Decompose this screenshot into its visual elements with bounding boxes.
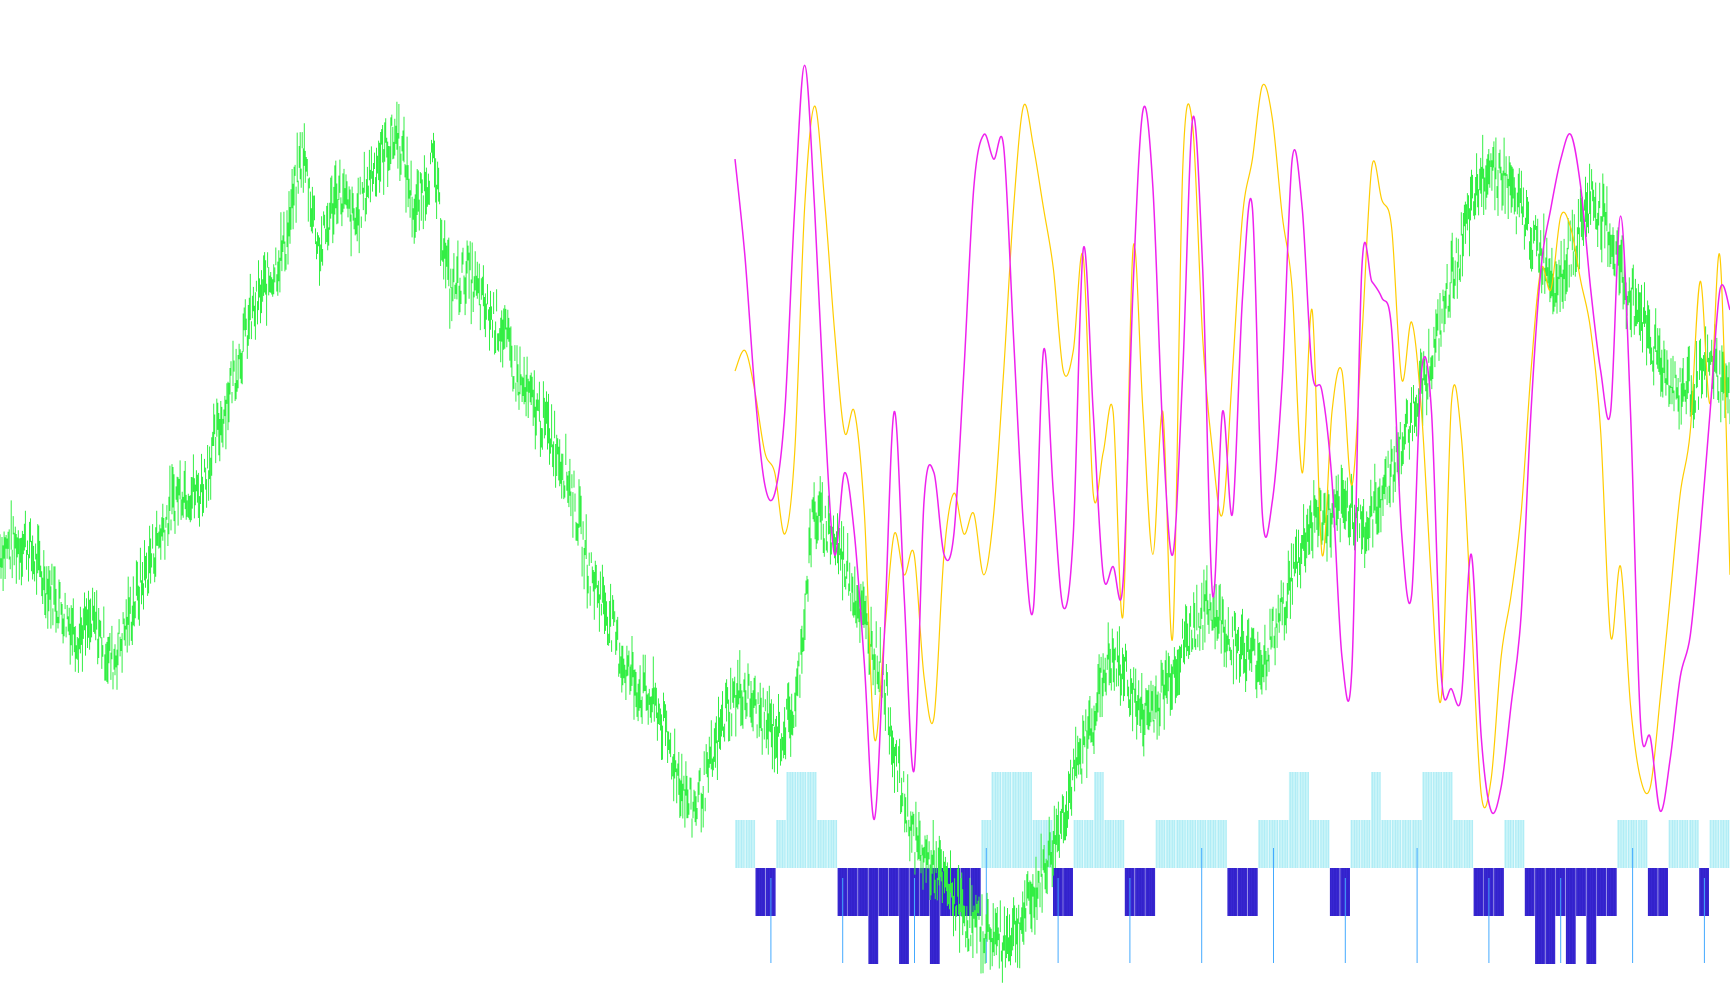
histogram-bar [1627,820,1638,868]
histogram-bar [1719,820,1730,868]
histogram-bar [1094,772,1104,868]
histogram-bar [950,868,961,916]
histogram-bar [1114,820,1125,868]
histogram-bar [1647,868,1658,916]
fast-oscillator-line [734,83,1730,809]
histogram-bar [755,868,766,916]
histogram-bar [960,868,971,916]
histogram-bar [1042,820,1053,868]
histogram-bar [1617,820,1627,868]
histogram-bar [1586,868,1597,964]
histogram-bar [786,772,797,868]
histogram-bar [1012,772,1022,868]
histogram-bar [827,820,838,868]
histogram-bar [1135,868,1145,916]
histogram-bar [1237,868,1248,916]
price-series-line [0,101,1730,983]
histogram-bar [1165,820,1176,868]
histogram-bar [1658,868,1668,916]
histogram-bar [735,820,745,868]
histogram-bar [888,868,899,916]
histogram-bar [1678,820,1689,868]
histogram-bar [1227,868,1238,916]
histogram-bar [1401,820,1412,868]
histogram-bar [1668,820,1679,868]
histogram-bar [1360,820,1371,868]
histogram-bar [1576,868,1586,916]
histogram-bar [806,772,817,868]
histogram-bar [1278,820,1289,868]
histogram-bar [1299,772,1309,868]
histogram-bar [1709,820,1720,868]
histogram-bar [1381,820,1391,868]
histogram-bar [1309,820,1320,868]
histogram-bar [1217,820,1227,868]
histogram-bar [1442,772,1453,868]
histogram-bar [1186,820,1197,868]
histogram-bar [1001,772,1012,868]
histogram-bar [899,868,909,964]
histogram-bar [1022,772,1032,868]
histogram-bar [1073,820,1084,868]
histogram-bar [847,868,858,916]
histogram-bar [1596,868,1607,916]
histogram-bar [1268,820,1279,868]
histogram-bar [1176,820,1186,868]
histogram-layer [735,772,1730,964]
histogram-bar [868,868,879,964]
histogram-bar [1689,820,1699,868]
histogram-bar [817,820,827,868]
histogram-bar [1288,772,1299,868]
histogram-bar [878,868,889,916]
histogram-bar [1637,820,1648,868]
histogram-bar [1432,772,1443,868]
histogram-bar [1412,820,1422,868]
histogram-bar [1565,868,1576,964]
histogram-bar [1350,820,1361,868]
histogram-bar [1155,820,1166,868]
histogram-bar [1494,868,1504,916]
histogram-bar [1371,772,1381,868]
histogram-bar [776,820,786,868]
histogram-bar [1514,820,1525,868]
histogram-bar [1329,868,1340,916]
histogram-bar [1104,820,1115,868]
histogram-bar [981,820,991,868]
histogram-bar [991,772,1002,868]
histogram-bar [1083,820,1094,868]
histogram-bar [1524,868,1535,916]
histogram-bar [970,868,981,916]
histogram-bar [858,868,868,916]
histogram-bar [1606,868,1617,916]
histogram-bar [1145,868,1156,916]
histogram-bar [1196,820,1207,868]
histogram-bar [1504,820,1515,868]
histogram-bar [929,868,940,964]
histogram-bar [745,820,756,868]
histogram-bar [1391,820,1402,868]
histogram-bar [1206,820,1217,868]
histogram-bar [1032,820,1043,868]
histogram-bar [940,868,950,916]
slow-oscillator-line [734,64,1730,821]
histogram-bar [1545,868,1556,964]
histogram-bar [1473,868,1484,916]
oscillator-layer [734,64,1730,821]
histogram-bar [796,772,807,868]
histogram-bar [1535,868,1545,964]
histogram-bar [1319,820,1330,868]
histogram-bar [1258,820,1268,868]
price-layer [0,101,1730,983]
histogram-bar [919,868,930,916]
histogram-bar [1453,820,1463,868]
histogram-bar [1063,868,1073,916]
histogram-bar [1247,868,1258,916]
histogram-bar [1463,820,1474,868]
histogram-bar [1422,772,1433,868]
